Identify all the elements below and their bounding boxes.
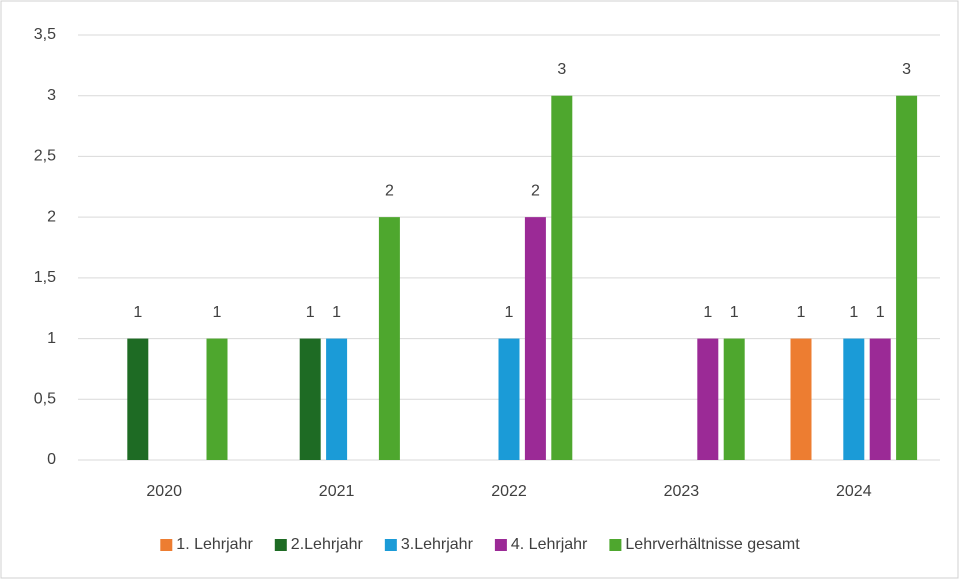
bar bbox=[843, 338, 865, 460]
x-tick-label: 2024 bbox=[836, 483, 872, 500]
data-label: 1 bbox=[849, 304, 858, 321]
legend-label: 4. Lehrjahr bbox=[511, 536, 588, 553]
legend-swatch bbox=[494, 539, 507, 551]
bar bbox=[524, 217, 546, 460]
y-tick-label: 1 bbox=[47, 330, 56, 347]
data-label: 1 bbox=[505, 304, 514, 321]
legend-swatch bbox=[384, 539, 397, 551]
data-label: 1 bbox=[306, 304, 315, 321]
legend-label: 2.Lehrjahr bbox=[291, 536, 364, 553]
y-tick-label: 2,5 bbox=[34, 148, 56, 165]
legend-swatch bbox=[160, 539, 173, 551]
data-label: 1 bbox=[703, 304, 712, 321]
legend-label: 1. Lehrjahr bbox=[176, 536, 253, 553]
y-tick-label: 0 bbox=[47, 451, 56, 468]
bar bbox=[869, 338, 891, 460]
data-label: 1 bbox=[213, 304, 222, 321]
bar bbox=[378, 217, 400, 460]
bar bbox=[498, 338, 520, 460]
legend-swatch bbox=[609, 539, 622, 551]
bar bbox=[299, 338, 321, 460]
y-tick-label: 0,5 bbox=[34, 391, 56, 408]
y-tick-label: 3,5 bbox=[34, 26, 56, 43]
legend-label: Lehrverhältnisse gesamt bbox=[625, 536, 800, 553]
data-label: 1 bbox=[133, 304, 142, 321]
bar bbox=[896, 95, 918, 460]
data-label: 3 bbox=[902, 61, 911, 78]
bar bbox=[127, 338, 149, 460]
data-label: 2 bbox=[531, 182, 540, 199]
y-tick-label: 1,5 bbox=[34, 269, 56, 286]
bar bbox=[206, 338, 228, 460]
data-label: 1 bbox=[332, 304, 341, 321]
data-label: 1 bbox=[797, 304, 806, 321]
y-tick-label: 2 bbox=[47, 208, 56, 225]
x-tick-label: 2022 bbox=[491, 483, 527, 500]
legend-swatch bbox=[274, 539, 287, 551]
bar bbox=[326, 338, 348, 460]
bar bbox=[790, 338, 812, 460]
data-label: 1 bbox=[876, 304, 885, 321]
x-tick-label: 2021 bbox=[319, 483, 355, 500]
y-tick-label: 3 bbox=[47, 87, 56, 104]
legend-label: 3.Lehrjahr bbox=[401, 536, 474, 553]
x-tick-label: 2023 bbox=[664, 483, 700, 500]
data-label: 3 bbox=[557, 61, 566, 78]
bar bbox=[551, 95, 573, 460]
bar bbox=[723, 338, 745, 460]
data-label: 1 bbox=[730, 304, 739, 321]
x-tick-label: 2020 bbox=[146, 483, 182, 500]
bar bbox=[697, 338, 719, 460]
data-label: 2 bbox=[385, 182, 394, 199]
